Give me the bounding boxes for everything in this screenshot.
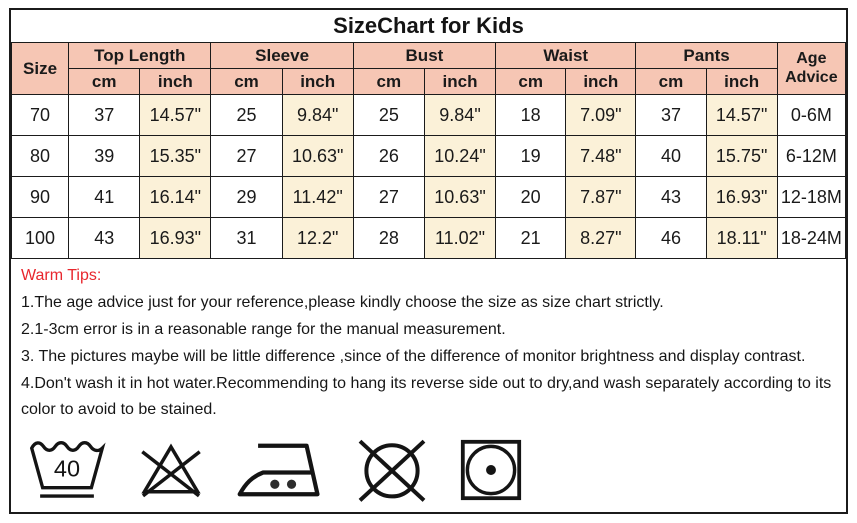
table-cell: 100 [10, 217, 70, 259]
table-cell: 21 [495, 217, 567, 259]
table-cell: 10.63" [423, 176, 497, 218]
table-cell: 28 [352, 217, 425, 259]
wash-40-icon: 40 [29, 441, 106, 498]
table-cell-age: 0-6M [776, 94, 847, 136]
warm-tips-section: Warm Tips: 1.The age advice just for you… [11, 259, 846, 423]
table-cell: 40 [635, 135, 707, 177]
col-header-bust: Bust [352, 42, 497, 69]
table-cell: 70 [10, 94, 70, 136]
table-cell: 14.57" [705, 94, 778, 136]
wash-temperature-label: 40 [54, 456, 80, 482]
size-table: Size Top Length Sleeve Bust Waist Pants … [10, 42, 847, 259]
tumble-dry-icon [460, 439, 522, 501]
do-not-dry-clean-icon [358, 439, 426, 502]
tip-item: 3. The pictures maybe will be little dif… [21, 348, 806, 365]
tip-item: 4.Don't wash it in hot water.Recommendin… [21, 375, 832, 418]
table-cell: 37 [635, 94, 707, 136]
table-cell: 25 [352, 94, 425, 136]
table-cell: 7.09" [565, 94, 637, 136]
table-cell: 9.84" [423, 94, 497, 136]
table-cell: 10.24" [423, 135, 497, 177]
table-cell: 12.2" [281, 217, 354, 259]
table-cell: 39 [68, 135, 141, 177]
table-cell: 26 [352, 135, 425, 177]
table-cell: 19 [495, 135, 567, 177]
table-cell: 7.48" [565, 135, 637, 177]
table-cell: 43 [635, 176, 707, 218]
unit-header-inch: inch [139, 68, 212, 95]
table-cell: 27 [352, 176, 425, 218]
table-cell: 7.87" [565, 176, 637, 218]
table-cell: 37 [68, 94, 141, 136]
table-cell: 15.35" [139, 135, 212, 177]
unit-header-inch: inch [565, 68, 637, 95]
col-header-size: Size [10, 42, 70, 95]
iron-two-dots-icon [237, 443, 320, 497]
do-not-bleach-icon [141, 443, 201, 498]
table-cell: 20 [495, 176, 567, 218]
table-cell: 90 [10, 176, 70, 218]
unit-header-inch: inch [281, 68, 354, 95]
table-cell: 27 [210, 135, 283, 177]
table-cell-age: 18-24M [776, 217, 847, 259]
care-icons-row: 40 [11, 424, 846, 512]
unit-header-cm: cm [352, 68, 425, 95]
table-cell-age: 12-18M [776, 176, 847, 218]
unit-header-cm: cm [210, 68, 283, 95]
tip-item: 1.The age advice just for your reference… [21, 294, 664, 311]
table-cell: 29 [210, 176, 283, 218]
table-cell-age: 6-12M [776, 135, 847, 177]
col-header-pants: Pants [635, 42, 778, 69]
table-cell: 11.42" [281, 176, 354, 218]
table-cell: 15.75" [705, 135, 778, 177]
unit-header-inch: inch [705, 68, 778, 95]
table-cell: 41 [68, 176, 141, 218]
unit-header-cm: cm [495, 68, 567, 95]
table-cell: 18.11" [705, 217, 778, 259]
unit-header-cm: cm [635, 68, 707, 95]
col-header-sleeve: Sleeve [210, 42, 354, 69]
size-chart-frame: SizeChart for Kids Size Top Length Sleev… [9, 8, 848, 514]
table-cell: 25 [210, 94, 283, 136]
table-cell: 31 [210, 217, 283, 259]
table-cell: 14.57" [139, 94, 212, 136]
unit-header-cm: cm [68, 68, 141, 95]
table-row-size-100: 100 43 16.93" 31 12.2" 28 11.02" 21 8.27… [10, 217, 847, 259]
table-row-size-90: 90 41 16.14" 29 11.42" 27 10.63" 20 7.87… [10, 176, 847, 218]
table-cell: 11.02" [423, 217, 497, 259]
table-cell: 9.84" [281, 94, 354, 136]
table-cell: 18 [495, 94, 567, 136]
page-title: SizeChart for Kids [333, 13, 524, 38]
table-row-size-80: 80 39 15.35" 27 10.63" 26 10.24" 19 7.48… [10, 135, 847, 177]
table-row-size-70: 70 37 14.57" 25 9.84" 25 9.84" 18 7.09" … [10, 94, 847, 136]
col-header-top-length: Top Length [68, 42, 212, 69]
table-cell: 16.93" [705, 176, 778, 218]
table-cell: 16.93" [139, 217, 212, 259]
warm-tips-heading: Warm Tips: [21, 267, 102, 284]
table-cell: 10.63" [281, 135, 354, 177]
unit-header-inch: inch [423, 68, 497, 95]
col-header-waist: Waist [495, 42, 637, 69]
tip-item: 2.1-3cm error is in a reasonable range f… [21, 321, 506, 338]
unit-header-row: cm inch cm inch cm inch cm inch cm inch [12, 68, 846, 95]
col-header-age-advice: Age Advice [776, 42, 847, 95]
group-header-row: Size Top Length Sleeve Bust Waist Pants … [10, 42, 847, 95]
table-cell: 80 [10, 135, 70, 177]
table-cell: 8.27" [565, 217, 637, 259]
table-cell: 16.14" [139, 176, 212, 218]
table-cell: 43 [68, 217, 141, 259]
table-cell: 46 [635, 217, 707, 259]
